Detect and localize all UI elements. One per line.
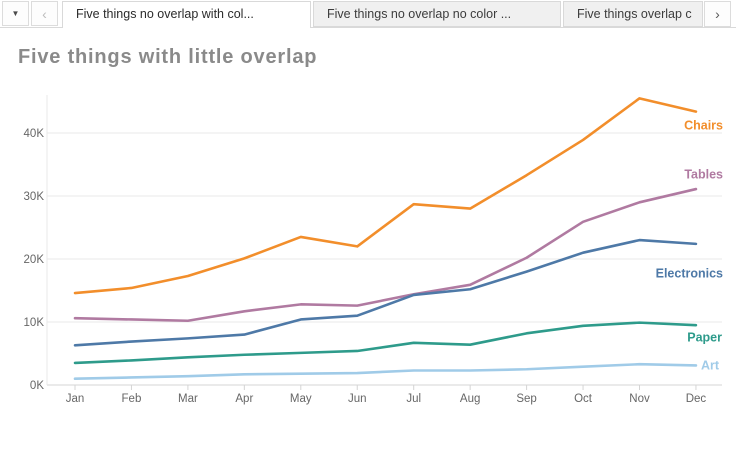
y-axis-tick-label: 20K [24,254,45,266]
series-line-paper[interactable] [73,321,698,365]
tab-five-things-no-overlap-no-color[interactable]: Five things no overlap no color ... [313,1,561,27]
x-axis-tick-label: Sep [516,393,536,405]
tab-label: Five things no overlap no color ... [327,7,512,21]
tab-five-things-no-overlap-with-color[interactable]: Five things no overlap with col... [62,1,311,28]
series-line-art[interactable] [73,362,698,381]
series-line-tables[interactable] [73,187,698,323]
tab-scroll-right-button[interactable]: › [704,1,731,27]
line-chart-canvas: 0K 10K 20K 30K 40K Jan Feb Mar Apr May Jun Jul Aug Se… [24,95,723,405]
x-axis-tick-label: Nov [629,393,650,405]
series-line-electronics[interactable] [73,238,698,347]
tab-label: Five things no overlap with col... [76,7,254,21]
series-label-art: Art [701,358,720,372]
tab-label: Five things overlap c [577,7,692,21]
series-label-tables: Tables [684,167,723,181]
tab-scroll-left-button[interactable]: ‹ [31,1,58,26]
x-axis-tick-label: Jun [348,393,367,405]
series-label-electronics: Electronics [656,266,723,280]
chevron-right-icon: › [715,6,720,22]
tab-list-dropdown-button[interactable]: ▼ [2,1,29,26]
page-title: Five things with little overlap [18,46,318,68]
y-axis-tick-label: 30K [24,191,45,203]
x-axis-tick-label: Apr [235,393,253,405]
x-axis-tick-label: Dec [686,393,707,405]
x-axis-tick-label: May [290,393,312,405]
x-axis-tick-label: Feb [122,393,142,405]
y-axis-tick-label: 40K [24,128,45,140]
series-line-chairs[interactable] [73,97,698,295]
series-label-paper: Paper [687,330,722,344]
sheet-tab-bar: ▼ ‹ Five things no overlap with col... F… [0,0,736,28]
chevron-left-icon: ‹ [42,5,47,22]
caret-down-icon: ▼ [11,9,20,18]
tab-five-things-overlap[interactable]: Five things overlap c [563,1,703,27]
line-chart: 0K 10K 20K 30K 40K Jan Feb Mar Apr May Jun Jul Aug Se… [0,85,736,420]
x-axis-tick-label: Aug [460,393,480,405]
y-axis-tick-label: 0K [30,380,44,392]
x-axis-tick-label: Mar [178,393,198,405]
series-label-chairs: Chairs [684,118,723,132]
y-axis-tick-label: 10K [24,317,45,329]
x-axis-tick-label: Jul [406,393,421,405]
x-axis-tick-label: Oct [574,393,593,405]
x-axis-tick-label: Jan [66,393,85,405]
